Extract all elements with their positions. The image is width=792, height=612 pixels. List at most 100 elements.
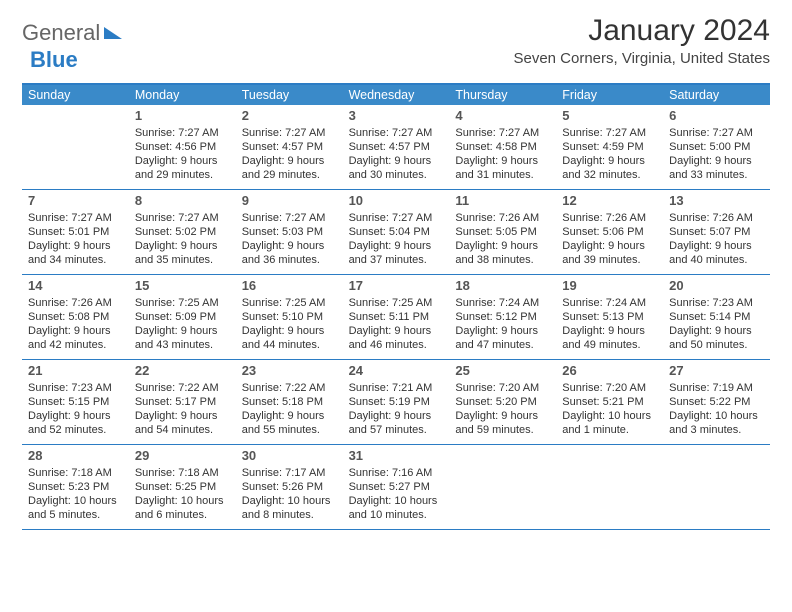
day-info-line: and 46 minutes. bbox=[349, 338, 444, 352]
day-of-week-header: Friday bbox=[556, 85, 663, 105]
day-number: 15 bbox=[135, 278, 230, 295]
day-cell: 14Sunrise: 7:26 AMSunset: 5:08 PMDayligh… bbox=[22, 275, 129, 359]
day-number: 10 bbox=[349, 193, 444, 210]
day-info-line: Sunrise: 7:27 AM bbox=[28, 211, 123, 225]
day-info-line: Sunset: 5:07 PM bbox=[669, 225, 764, 239]
day-cell: 28Sunrise: 7:18 AMSunset: 5:23 PMDayligh… bbox=[22, 445, 129, 529]
day-number: 1 bbox=[135, 108, 230, 125]
day-info-line: Sunset: 5:15 PM bbox=[28, 395, 123, 409]
day-info-line: Sunrise: 7:26 AM bbox=[28, 296, 123, 310]
day-info-line: Daylight: 9 hours bbox=[669, 239, 764, 253]
day-cell bbox=[556, 445, 663, 529]
day-info-line: Daylight: 9 hours bbox=[242, 324, 337, 338]
day-info-line: and 38 minutes. bbox=[455, 253, 550, 267]
day-info-line: and 43 minutes. bbox=[135, 338, 230, 352]
day-info-line: Daylight: 10 hours bbox=[349, 494, 444, 508]
day-number: 13 bbox=[669, 193, 764, 210]
logo-blue-text: Blue bbox=[22, 47, 78, 72]
day-number: 16 bbox=[242, 278, 337, 295]
day-cell: 1Sunrise: 7:27 AMSunset: 4:56 PMDaylight… bbox=[129, 105, 236, 189]
day-info-line: Daylight: 9 hours bbox=[349, 324, 444, 338]
day-of-week-header: Sunday bbox=[22, 85, 129, 105]
day-cell: 29Sunrise: 7:18 AMSunset: 5:25 PMDayligh… bbox=[129, 445, 236, 529]
day-info-line: and 52 minutes. bbox=[28, 423, 123, 437]
day-info-line: Sunset: 5:20 PM bbox=[455, 395, 550, 409]
day-cell: 3Sunrise: 7:27 AMSunset: 4:57 PMDaylight… bbox=[343, 105, 450, 189]
logo: General bbox=[22, 14, 124, 46]
day-info-line: Sunrise: 7:17 AM bbox=[242, 466, 337, 480]
day-info-line: Daylight: 9 hours bbox=[349, 239, 444, 253]
day-info-line: Sunset: 5:03 PM bbox=[242, 225, 337, 239]
day-info-line: Sunrise: 7:27 AM bbox=[455, 126, 550, 140]
day-info-line: and 32 minutes. bbox=[562, 168, 657, 182]
day-info-line: Sunrise: 7:22 AM bbox=[242, 381, 337, 395]
day-info-line: Sunrise: 7:18 AM bbox=[135, 466, 230, 480]
day-cell: 17Sunrise: 7:25 AMSunset: 5:11 PMDayligh… bbox=[343, 275, 450, 359]
day-of-week-header: Monday bbox=[129, 85, 236, 105]
day-info-line: Daylight: 9 hours bbox=[242, 409, 337, 423]
day-info-line: and 50 minutes. bbox=[669, 338, 764, 352]
day-info-line: Sunrise: 7:27 AM bbox=[562, 126, 657, 140]
day-cell: 22Sunrise: 7:22 AMSunset: 5:17 PMDayligh… bbox=[129, 360, 236, 444]
day-cell: 15Sunrise: 7:25 AMSunset: 5:09 PMDayligh… bbox=[129, 275, 236, 359]
week-row: 21Sunrise: 7:23 AMSunset: 5:15 PMDayligh… bbox=[22, 360, 770, 445]
day-info-line: Sunrise: 7:21 AM bbox=[349, 381, 444, 395]
day-of-week-header: Tuesday bbox=[236, 85, 343, 105]
day-number: 12 bbox=[562, 193, 657, 210]
day-info-line: Sunrise: 7:26 AM bbox=[669, 211, 764, 225]
day-info-line: Daylight: 9 hours bbox=[562, 324, 657, 338]
day-cell: 16Sunrise: 7:25 AMSunset: 5:10 PMDayligh… bbox=[236, 275, 343, 359]
day-info-line: Sunrise: 7:27 AM bbox=[135, 126, 230, 140]
day-number: 30 bbox=[242, 448, 337, 465]
day-info-line: Sunset: 5:23 PM bbox=[28, 480, 123, 494]
day-info-line: Daylight: 9 hours bbox=[28, 239, 123, 253]
day-info-line: Sunset: 5:09 PM bbox=[135, 310, 230, 324]
day-info-line: Sunrise: 7:26 AM bbox=[455, 211, 550, 225]
day-info-line: Sunrise: 7:22 AM bbox=[135, 381, 230, 395]
day-info-line: Sunset: 5:11 PM bbox=[349, 310, 444, 324]
day-info-line: Daylight: 9 hours bbox=[455, 239, 550, 253]
day-info-line: Sunrise: 7:26 AM bbox=[562, 211, 657, 225]
day-cell: 13Sunrise: 7:26 AMSunset: 5:07 PMDayligh… bbox=[663, 190, 770, 274]
day-info-line: Sunrise: 7:20 AM bbox=[455, 381, 550, 395]
calendar: SundayMondayTuesdayWednesdayThursdayFrid… bbox=[22, 83, 770, 530]
day-number: 23 bbox=[242, 363, 337, 380]
day-info-line: Daylight: 9 hours bbox=[562, 239, 657, 253]
day-info-line: and 39 minutes. bbox=[562, 253, 657, 267]
day-info-line: Daylight: 9 hours bbox=[135, 324, 230, 338]
day-cell: 5Sunrise: 7:27 AMSunset: 4:59 PMDaylight… bbox=[556, 105, 663, 189]
day-info-line: Sunrise: 7:27 AM bbox=[242, 211, 337, 225]
logo-triangle-icon bbox=[104, 27, 122, 39]
day-cell: 12Sunrise: 7:26 AMSunset: 5:06 PMDayligh… bbox=[556, 190, 663, 274]
day-cell: 20Sunrise: 7:23 AMSunset: 5:14 PMDayligh… bbox=[663, 275, 770, 359]
day-number: 28 bbox=[28, 448, 123, 465]
day-info-line: Daylight: 10 hours bbox=[28, 494, 123, 508]
day-info-line: Sunset: 5:06 PM bbox=[562, 225, 657, 239]
day-info-line: Sunrise: 7:16 AM bbox=[349, 466, 444, 480]
day-info-line: Daylight: 9 hours bbox=[455, 324, 550, 338]
day-info-line: Sunrise: 7:18 AM bbox=[28, 466, 123, 480]
day-info-line: and 10 minutes. bbox=[349, 508, 444, 522]
day-info-line: Sunset: 5:26 PM bbox=[242, 480, 337, 494]
days-of-week-row: SundayMondayTuesdayWednesdayThursdayFrid… bbox=[22, 85, 770, 105]
day-info-line: Sunrise: 7:24 AM bbox=[455, 296, 550, 310]
day-number: 6 bbox=[669, 108, 764, 125]
day-info-line: Daylight: 10 hours bbox=[135, 494, 230, 508]
day-number: 18 bbox=[455, 278, 550, 295]
day-number: 25 bbox=[455, 363, 550, 380]
day-info-line: Sunrise: 7:27 AM bbox=[135, 211, 230, 225]
day-info-line: and 59 minutes. bbox=[455, 423, 550, 437]
day-number: 26 bbox=[562, 363, 657, 380]
day-number: 11 bbox=[455, 193, 550, 210]
title-block: January 2024 Seven Corners, Virginia, Un… bbox=[513, 14, 770, 67]
day-info-line: Sunset: 5:21 PM bbox=[562, 395, 657, 409]
week-row: 1Sunrise: 7:27 AMSunset: 4:56 PMDaylight… bbox=[22, 105, 770, 190]
week-row: 7Sunrise: 7:27 AMSunset: 5:01 PMDaylight… bbox=[22, 190, 770, 275]
day-number: 22 bbox=[135, 363, 230, 380]
day-cell bbox=[663, 445, 770, 529]
day-info-line: Sunset: 5:04 PM bbox=[349, 225, 444, 239]
day-info-line: and 31 minutes. bbox=[455, 168, 550, 182]
day-cell: 24Sunrise: 7:21 AMSunset: 5:19 PMDayligh… bbox=[343, 360, 450, 444]
day-info-line: and 54 minutes. bbox=[135, 423, 230, 437]
day-info-line: Sunrise: 7:25 AM bbox=[242, 296, 337, 310]
